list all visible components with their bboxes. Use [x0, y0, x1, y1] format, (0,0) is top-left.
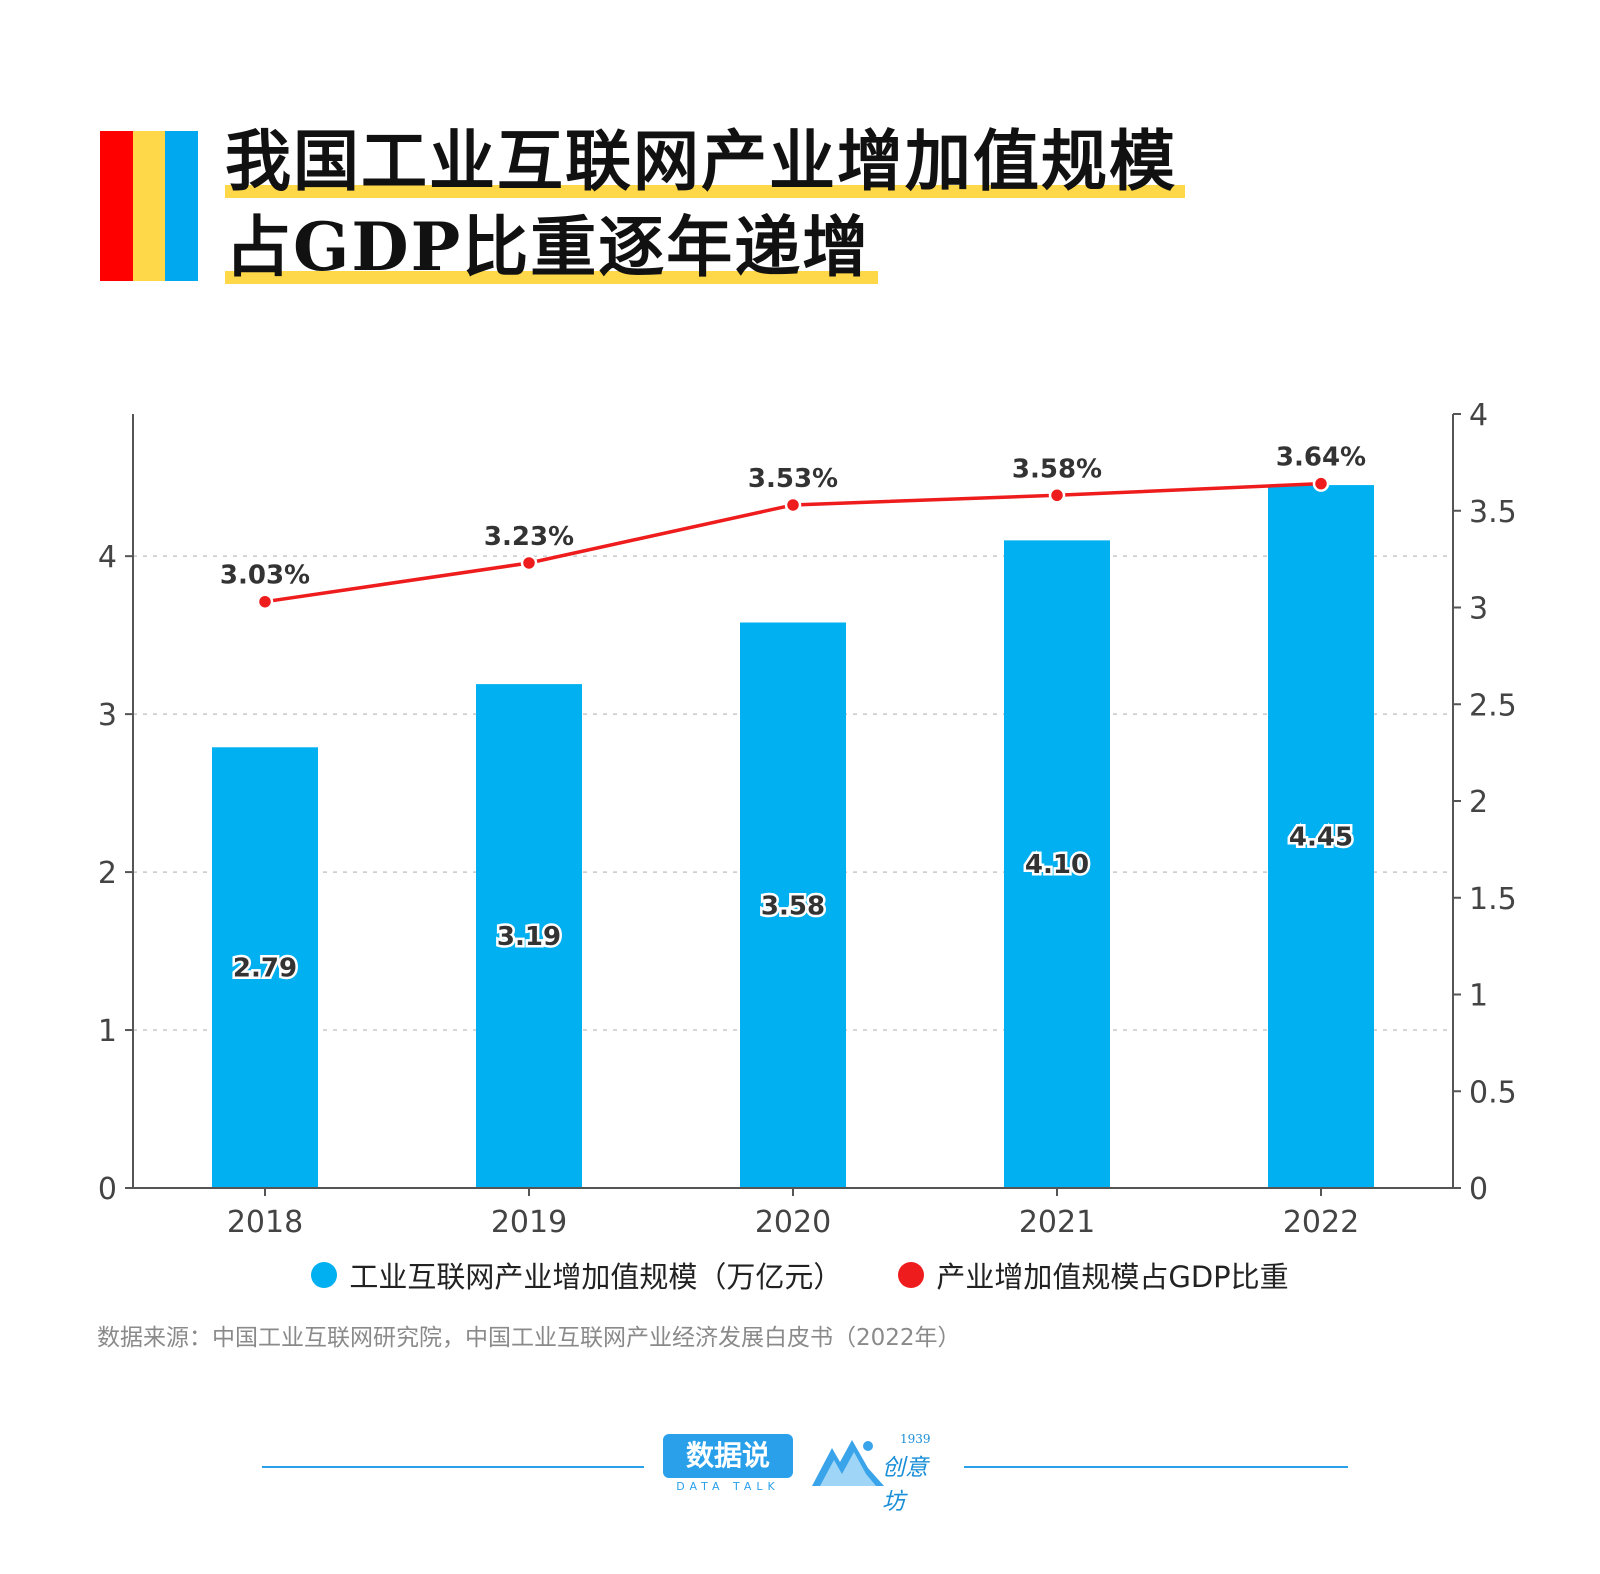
legend-dot-line	[898, 1262, 925, 1288]
brand-1939-name: 创意坊	[882, 1455, 928, 1515]
left-tick-label: 4	[98, 540, 117, 575]
x-tick-label-2018: 2018	[227, 1205, 303, 1240]
ratio-point-2021	[1048, 487, 1066, 504]
ratio-value-label: 3.23%	[484, 522, 574, 552]
bar-value-label: 3.58	[761, 891, 825, 921]
legend-dot-bar	[311, 1262, 338, 1288]
brand-data-talk-name: 数据说	[663, 1434, 793, 1478]
stripe-red	[100, 131, 133, 281]
left-tick-label: 0	[98, 1172, 117, 1207]
x-tick-label-2021: 2021	[1019, 1205, 1095, 1240]
brand-data-talk-logo: 数据说 DATA TALK	[663, 1434, 793, 1493]
right-tick-label: 2.5	[1469, 688, 1517, 723]
chart-title: 我国工业互联网产业增加值规模 占GDP比重逐年递增	[225, 118, 1185, 290]
bar-value-label: 4.45	[1289, 823, 1353, 853]
mountain-logo-icon	[812, 1440, 884, 1486]
title-line-2: 占GDP比重逐年递增	[225, 204, 879, 290]
stripe-blue	[165, 131, 199, 281]
chart-legend: 工业互联网产业增加值规模（万亿元） 产业增加值规模占GDP比重	[0, 1254, 1600, 1296]
data-source-note: 数据来源：中国工业互联网研究院，中国工业互联网产业经济发展白皮书（2022年）	[97, 1325, 961, 1351]
title-stripes	[100, 131, 199, 281]
brand-data-talk-sub: DATA TALK	[676, 1480, 780, 1493]
brand-1939-number: 1939	[900, 1432, 931, 1446]
title-highlight-2	[225, 271, 879, 284]
bar-2019	[476, 684, 582, 1188]
right-tick-label: 1	[1469, 979, 1488, 1014]
bar-2022	[1268, 485, 1374, 1188]
legend-item-bar: 工业互联网产业增加值规模（万亿元）	[311, 1254, 842, 1296]
x-tick-label-2019: 2019	[491, 1205, 567, 1240]
left-tick-label: 2	[98, 856, 117, 891]
right-tick-label: 3	[1469, 592, 1488, 627]
brand-1939-logo: 1939 创意坊	[810, 1432, 950, 1515]
right-tick-label: 0.5	[1469, 1075, 1517, 1110]
ratio-value-label: 3.53%	[748, 464, 838, 494]
ratio-value-label: 3.03%	[220, 561, 310, 591]
left-tick-label: 3	[98, 698, 117, 733]
bar-value-label: 4.10	[1025, 850, 1089, 880]
ratio-value-label: 3.64%	[1276, 443, 1366, 473]
footer-rule-right	[964, 1466, 1348, 1468]
ratio-point-2020	[784, 496, 802, 514]
ratio-point-2018	[256, 593, 274, 610]
bar-value-label: 2.79	[233, 954, 297, 984]
right-tick-label: 3.5	[1469, 495, 1517, 530]
ratio-point-2022	[1312, 475, 1330, 492]
x-tick-label-2022: 2022	[1283, 1205, 1359, 1240]
legend-label-bar: 工业互联网产业增加值规模（万亿元）	[349, 1260, 843, 1294]
legend-item-line: 产业增加值规模占GDP比重	[898, 1254, 1289, 1296]
bar-2020	[740, 622, 846, 1188]
title-highlight-1	[225, 185, 1185, 198]
title-text-2: 占GDP比重逐年递增	[225, 208, 871, 286]
footer: 数据说 DATA TALK 1939 创意坊	[0, 1428, 1600, 1515]
left-tick-label: 1	[98, 1014, 117, 1049]
right-tick-label: 2	[1469, 785, 1488, 820]
footer-rule-left	[262, 1466, 644, 1468]
stripe-yellow	[132, 131, 166, 281]
title-line-1: 我国工业互联网产业增加值规模	[225, 118, 1185, 204]
x-tick-label-2020: 2020	[755, 1205, 831, 1240]
ratio-point-2019	[520, 554, 538, 572]
legend-label-line: 产业增加值规模占GDP比重	[936, 1260, 1289, 1294]
bar-2021	[1004, 540, 1110, 1188]
title-text-1: 我国工业互联网产业增加值规模	[225, 122, 1177, 200]
ratio-value-label: 3.58%	[1012, 454, 1102, 484]
bar-2018	[212, 747, 318, 1188]
right-tick-label: 4	[1469, 398, 1488, 433]
combo-chart: 0 1 2 3 4 0 0.5 1 1.5 2 2.5 3 3.5 4 2018 2019 2020 2021 20…	[98, 398, 1517, 1240]
bar-value-label: 3.19	[497, 922, 561, 952]
right-tick-label: 0	[1469, 1172, 1488, 1207]
right-tick-label: 1.5	[1469, 882, 1517, 917]
